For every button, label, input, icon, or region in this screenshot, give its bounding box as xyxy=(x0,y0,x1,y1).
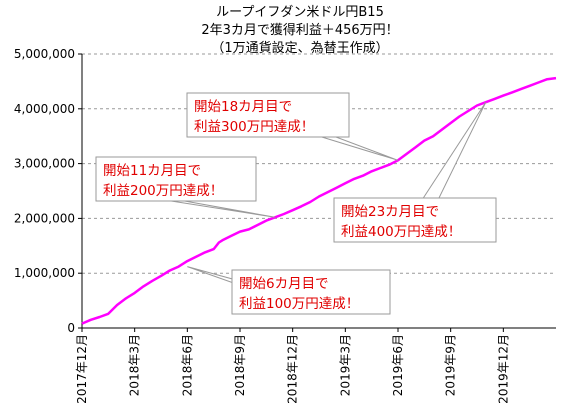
x-axis-ticks: 2017年12月 2018年3月 2018年6月 2018年9月 2018年12月 201… xyxy=(75,328,510,404)
x-tick-label-0: 2017年12月 xyxy=(75,334,89,404)
callout-text-3-1: 開始18カ月目で xyxy=(194,99,292,115)
callout-text-2-1: 開始11カ月目で xyxy=(103,163,201,179)
callout-box-1 xyxy=(231,269,391,315)
callout-text-1-2: 利益100万円達成！ xyxy=(239,296,359,312)
axes xyxy=(81,54,556,329)
callout-text-4-1: 開始23カ月目で xyxy=(341,204,439,220)
callout-pointer-4 xyxy=(421,101,487,201)
x-tick-label-1: 2018年3月 xyxy=(128,334,142,396)
y-axis-ticks: 0 1,000,000 2,000,000 3,000,000 4,000,000 5,0… xyxy=(14,47,82,335)
annotation-callouts: 開始6カ月目で利益100万円達成！開始11カ月目で利益200万円達成！開始18カ… xyxy=(95,92,497,315)
chart-title-line-2: 2年3カ月で獲得利益＋456万円！ xyxy=(201,22,398,38)
callout-box-3 xyxy=(186,92,350,138)
callout-text-3-2: 利益300万円達成！ xyxy=(194,119,314,135)
y-tick-label-5: 5,000,000 xyxy=(14,47,75,61)
callout-text-2-2: 利益200万円達成！ xyxy=(103,183,223,199)
callout-text-1-1: 開始6カ月目で xyxy=(239,276,329,292)
chart-title-line-3: （1万通貨設定、為替王作成） xyxy=(211,40,388,56)
x-tick-label-4: 2018年12月 xyxy=(286,334,300,404)
x-tick-label-2: 2018年6月 xyxy=(180,334,194,396)
x-tick-label-7: 2019年9月 xyxy=(444,334,458,396)
x-tick-label-5: 2019年3月 xyxy=(338,334,352,396)
chart-title-line-1: ループイフダン米ドル円B15 xyxy=(216,5,384,20)
y-tick-label-0: 0 xyxy=(67,321,75,335)
y-tick-label-4: 4,000,000 xyxy=(14,102,75,116)
series-group xyxy=(81,76,557,325)
y-tick-label-1: 1,000,000 xyxy=(14,266,75,280)
y-tick-label-3: 3,000,000 xyxy=(14,157,75,171)
chart-title: ループイフダン米ドル円B15 2年3カ月で獲得利益＋456万円！ （1万通貨設定… xyxy=(201,5,398,56)
x-tick-label-3: 2018年9月 xyxy=(233,334,247,396)
callout-box-2 xyxy=(95,156,257,202)
y-tick-label-2: 2,000,000 xyxy=(14,211,75,225)
x-tick-label-6: 2019年6月 xyxy=(391,334,405,396)
callout-pointer-3 xyxy=(311,133,399,161)
series-line-0 xyxy=(81,76,557,325)
callout-text-4-2: 利益400万円達成！ xyxy=(341,224,461,240)
x-tick-label-8: 2019年12月 xyxy=(496,334,510,404)
callout-box-4 xyxy=(333,197,497,243)
